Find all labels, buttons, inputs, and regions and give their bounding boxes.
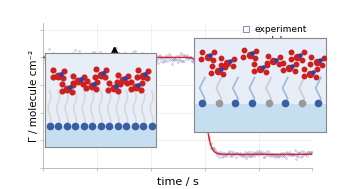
Y-axis label: Γ / molecule cm⁻²: Γ / molecule cm⁻² — [28, 49, 39, 142]
X-axis label: time / s: time / s — [157, 177, 199, 187]
Legend: experiment, model: experiment, model — [240, 24, 308, 46]
Bar — [45, 127, 156, 147]
Bar — [194, 104, 326, 132]
